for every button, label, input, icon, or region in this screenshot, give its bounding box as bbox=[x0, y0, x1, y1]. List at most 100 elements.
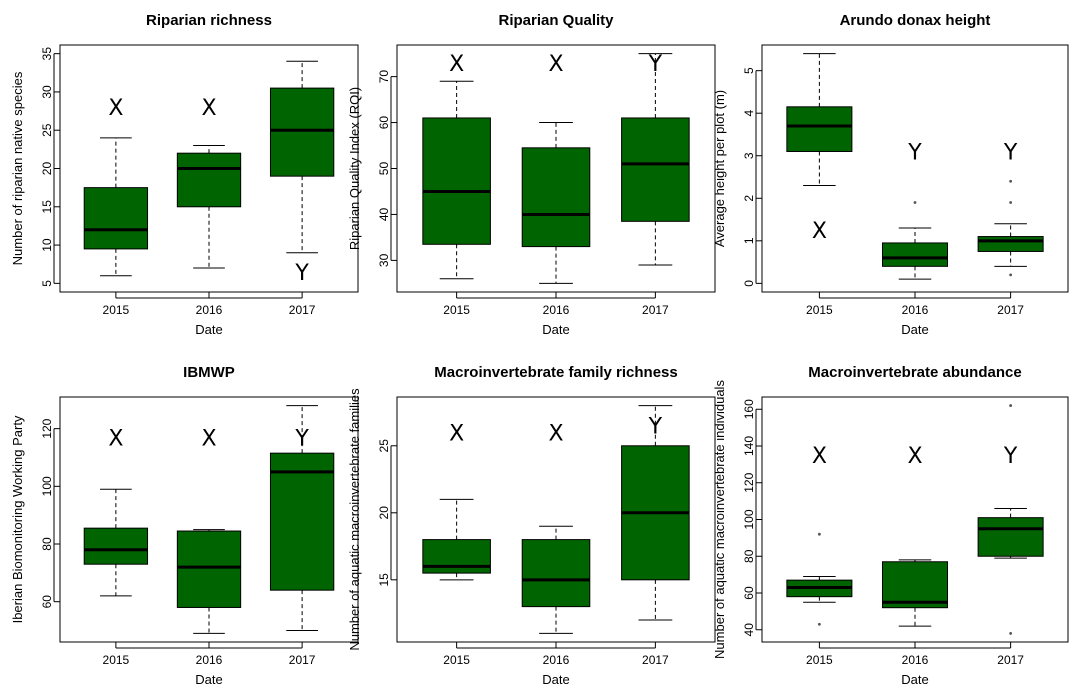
significance-letter: X bbox=[201, 426, 216, 451]
iqr-box bbox=[83, 527, 149, 565]
y-axis-label: Riparian Quality Index (RQI) bbox=[347, 87, 362, 250]
y-tick-label: 70 bbox=[377, 70, 391, 84]
y-tick-label: 60 bbox=[40, 595, 54, 609]
y-axis-label: Number of aquatic macroinvertebrate indi… bbox=[712, 380, 727, 659]
significance-letter: Y bbox=[648, 52, 663, 77]
y-tick-label: 15 bbox=[377, 573, 391, 587]
x-axis-label: Date bbox=[542, 672, 569, 686]
significance-letter: X bbox=[449, 421, 464, 446]
iqr-box bbox=[269, 87, 335, 177]
y-tick-label: 35 bbox=[40, 47, 54, 61]
y-tick-label: 20 bbox=[40, 162, 54, 176]
iqr-box bbox=[786, 106, 853, 152]
x-tick-label: 2017 bbox=[997, 303, 1024, 317]
x-tick-label: 2017 bbox=[642, 303, 669, 317]
x-axis-label: Date bbox=[901, 322, 928, 337]
y-tick-label: 40 bbox=[377, 207, 391, 221]
significance-letter: Y bbox=[907, 140, 922, 165]
outlier-point bbox=[817, 622, 821, 626]
panel-3: Arundo donax height 0 1 2 3 4 5 Average height … bbox=[712, 12, 1069, 337]
iqr-box bbox=[621, 117, 690, 222]
y-tick-label: 100 bbox=[40, 476, 54, 496]
chart-title: Riparian Quality bbox=[498, 12, 614, 29]
significance-letter: Y bbox=[1003, 444, 1018, 469]
x-tick-label: 2015 bbox=[103, 303, 130, 317]
y-tick-label: 3 bbox=[742, 152, 756, 159]
outlier-point bbox=[817, 532, 821, 536]
x-tick-label: 2017 bbox=[997, 653, 1024, 667]
outlier-point bbox=[1009, 273, 1013, 277]
significance-letter: X bbox=[812, 219, 827, 244]
y-tick-label: 5 bbox=[742, 67, 756, 74]
x-tick-label: 2015 bbox=[443, 653, 470, 667]
chart-title: Macroinvertebrate abundance bbox=[808, 364, 1021, 381]
y-tick-label: 60 bbox=[377, 116, 391, 130]
iqr-box bbox=[521, 147, 591, 248]
significance-letter: X bbox=[907, 444, 922, 469]
iqr-box bbox=[977, 236, 1044, 252]
y-tick-label: 25 bbox=[377, 439, 391, 453]
significance-letter: X bbox=[548, 52, 563, 77]
y-tick-label: 160 bbox=[742, 399, 756, 419]
x-tick-label: 2016 bbox=[196, 303, 223, 317]
outlier-point bbox=[1009, 632, 1013, 635]
y-tick-label: 50 bbox=[377, 162, 391, 176]
iqr-box bbox=[176, 152, 242, 208]
y-tick-label: 60 bbox=[742, 586, 756, 600]
iqr-box bbox=[977, 517, 1044, 557]
x-axis-label: Date bbox=[901, 672, 928, 686]
significance-letter: X bbox=[201, 96, 216, 121]
x-tick-label: 2016 bbox=[543, 653, 570, 667]
chart-title: IBMWP bbox=[183, 364, 235, 381]
y-tick-label: 15 bbox=[40, 200, 54, 214]
y-tick-label: 1 bbox=[742, 237, 756, 244]
x-tick-label: 2017 bbox=[642, 653, 669, 667]
iqr-box bbox=[83, 187, 149, 250]
y-axis-label: Number of aquatic macroinvertebrate fami… bbox=[347, 388, 362, 651]
significance-letter: Y bbox=[648, 415, 663, 440]
significance-letter: X bbox=[108, 96, 123, 121]
y-tick-label: 4 bbox=[742, 110, 756, 117]
y-tick-label: 120 bbox=[742, 472, 756, 492]
iqr-box bbox=[176, 530, 242, 608]
outlier-point bbox=[1009, 404, 1013, 407]
significance-letter: X bbox=[812, 444, 827, 469]
y-tick-label: 140 bbox=[742, 436, 756, 456]
panel-4: IBMWP 60 80 100 120 Iberian Biomonitoring Wor… bbox=[10, 364, 359, 686]
panel-5: Macroinvertebrate family richness 15 20 25 N… bbox=[347, 364, 716, 686]
iqr-box bbox=[521, 539, 591, 608]
x-tick-label: 2016 bbox=[902, 653, 929, 667]
x-axis-label: Date bbox=[195, 322, 222, 337]
iqr-box bbox=[422, 117, 491, 245]
x-tick-label: 2016 bbox=[902, 303, 929, 317]
y-tick-label: 40 bbox=[742, 623, 756, 637]
x-tick-label: 2015 bbox=[806, 303, 833, 317]
x-tick-label: 2016 bbox=[196, 653, 223, 667]
y-tick-label: 100 bbox=[742, 509, 756, 529]
y-tick-label: 30 bbox=[377, 253, 391, 267]
y-tick-label: 5 bbox=[40, 280, 54, 287]
y-axis-label: Number of riparian native species bbox=[10, 71, 25, 265]
significance-letter: X bbox=[449, 52, 464, 77]
panel-2: Riparian Quality 30 40 50 60 70 Riparian Quali… bbox=[347, 12, 716, 337]
x-tick-label: 2015 bbox=[103, 653, 130, 667]
significance-letter: X bbox=[108, 426, 123, 451]
y-tick-label: 20 bbox=[377, 506, 391, 520]
chart-title: Arundo donax height bbox=[840, 12, 991, 29]
x-tick-label: 2017 bbox=[289, 653, 316, 667]
outlier-point bbox=[913, 201, 917, 204]
significance-letter: X bbox=[548, 421, 563, 446]
panel-6: Macroinvertebrate abundance 40 60 80 100 120 1… bbox=[712, 364, 1069, 686]
x-axis-label: Date bbox=[195, 672, 222, 686]
y-tick-label: 120 bbox=[40, 418, 54, 438]
iqr-box bbox=[881, 242, 949, 267]
x-axis-label: Date bbox=[542, 322, 569, 337]
y-tick-label: 80 bbox=[742, 549, 756, 563]
chart-title: Riparian richness bbox=[146, 12, 272, 29]
iqr-box bbox=[269, 452, 335, 591]
outlier-point bbox=[1009, 179, 1013, 183]
iqr-box bbox=[422, 539, 491, 574]
y-tick-label: 80 bbox=[40, 537, 54, 551]
iqr-box bbox=[881, 561, 949, 609]
y-axis-label: Average height per plot (m) bbox=[712, 90, 727, 247]
